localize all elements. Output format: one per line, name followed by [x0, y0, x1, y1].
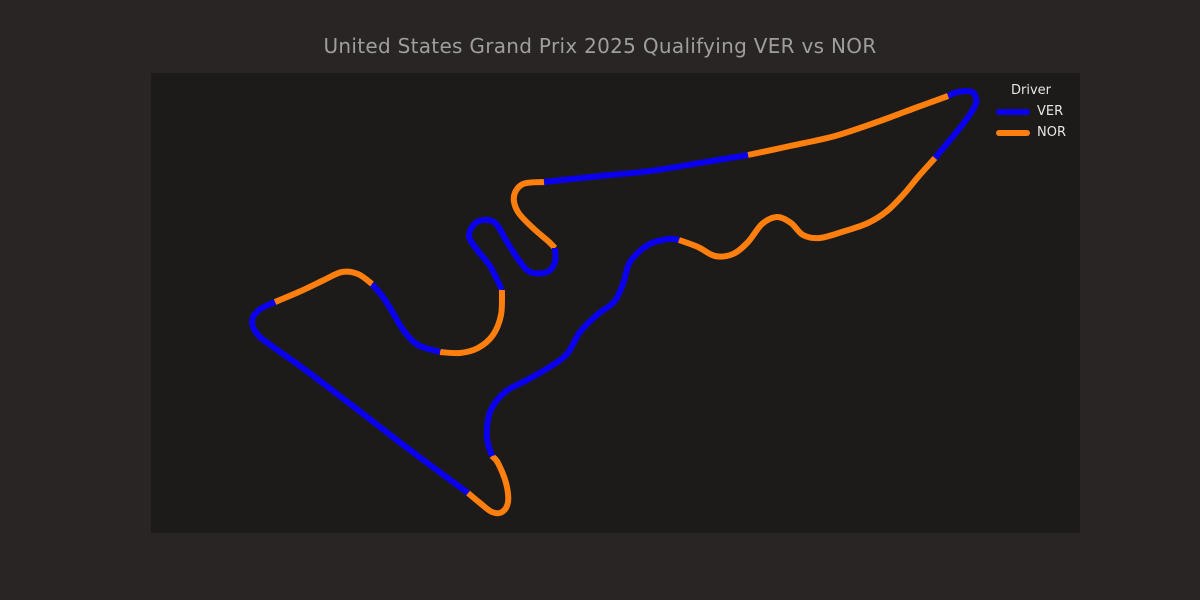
track-segment-nor-7 [510, 179, 558, 251]
track-segment-nor-5 [747, 93, 950, 158]
legend-swatch-ver [996, 108, 1030, 115]
legend-label-nor: NOR [1037, 125, 1066, 140]
legend: Driver VER NOR [996, 83, 1076, 143]
track-segment-ver-6 [543, 152, 749, 185]
legend-item-nor[interactable]: NOR [996, 122, 1076, 143]
legend-swatch-nor [996, 129, 1030, 136]
track-segment-ver-2 [483, 235, 680, 457]
track-segment-ver-10 [369, 282, 441, 355]
chart-title: United States Grand Prix 2025 Qualifying… [323, 34, 877, 58]
legend-title: Driver [1010, 83, 1051, 98]
track-segment-ver-12 [249, 299, 470, 496]
track-segment-nor-9 [439, 289, 505, 357]
legend-item-ver[interactable]: VER [996, 101, 1076, 122]
track-map [249, 88, 980, 517]
track-segment-nor-11 [273, 268, 374, 305]
legend-label-ver: VER [1037, 104, 1064, 119]
track-segment-nor-1 [466, 453, 512, 517]
track-segment-ver-4 [932, 88, 980, 160]
track-segment-nor-3 [677, 156, 938, 260]
plot-area [151, 73, 1080, 533]
track-segment-ver-8 [466, 216, 559, 292]
